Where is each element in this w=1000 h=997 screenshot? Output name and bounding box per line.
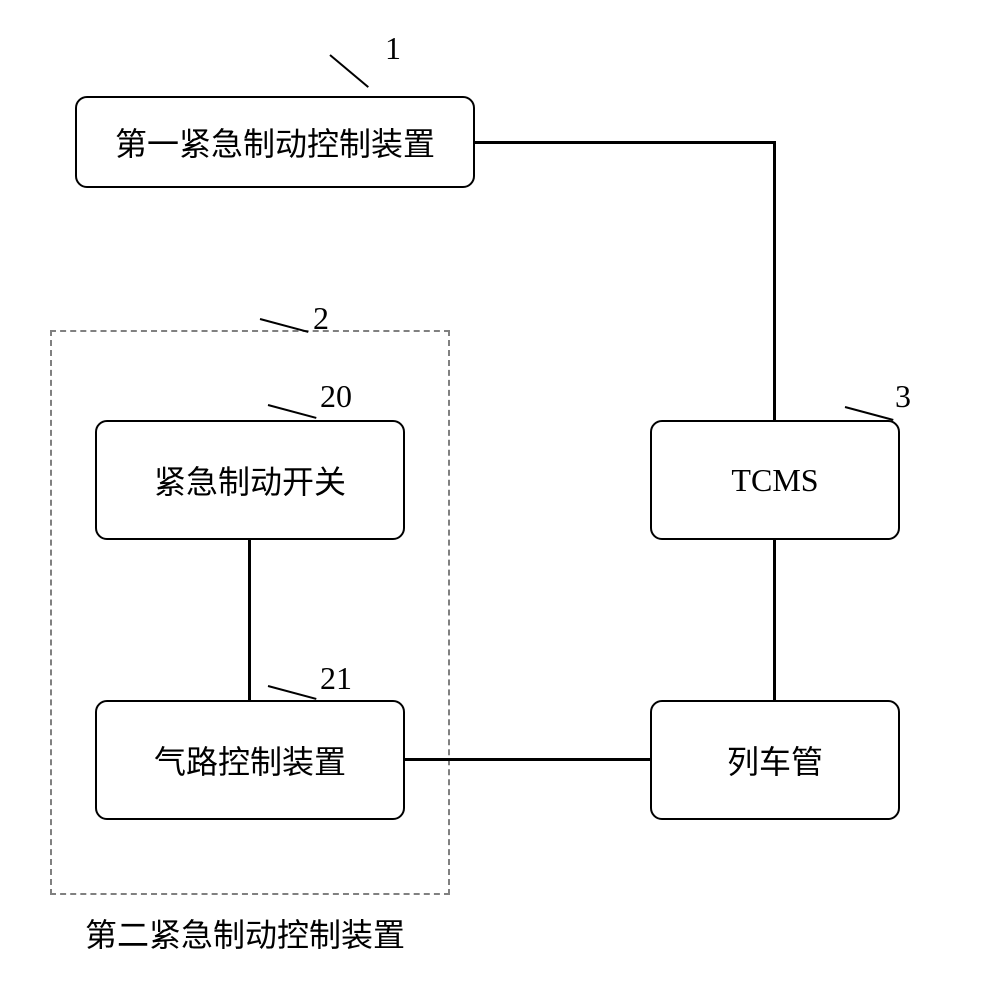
callout-20: 20 xyxy=(320,378,352,415)
callout-21: 21 xyxy=(320,660,352,697)
leader-line-3 xyxy=(845,406,894,421)
edge-box1-box3-v xyxy=(773,141,776,420)
edge-box3-box4 xyxy=(773,540,776,700)
callout-3: 3 xyxy=(895,378,911,415)
box-emergency-brake-switch: 紧急制动开关 xyxy=(95,420,405,540)
box21-label: 气路控制装置 xyxy=(154,737,346,783)
box3-label: TCMS xyxy=(731,462,818,499)
box-train-pipe: 列车管 xyxy=(650,700,900,820)
box-first-emergency-brake-control: 第一紧急制动控制装置 xyxy=(75,96,475,188)
leader-line-1 xyxy=(329,54,369,88)
box-air-path-control: 气路控制装置 xyxy=(95,700,405,820)
box-tcms: TCMS xyxy=(650,420,900,540)
edge-box21-box4 xyxy=(405,758,650,761)
edge-box20-box21 xyxy=(248,540,251,700)
box1-label: 第一紧急制动控制装置 xyxy=(115,119,435,165)
edge-box1-box3-h xyxy=(475,141,775,144)
box20-label: 紧急制动开关 xyxy=(154,457,346,503)
callout-1: 1 xyxy=(385,30,401,67)
box4-label: 列车管 xyxy=(727,737,823,783)
second-device-caption: 第二紧急制动控制装置 xyxy=(85,910,405,956)
callout-2: 2 xyxy=(313,300,329,337)
